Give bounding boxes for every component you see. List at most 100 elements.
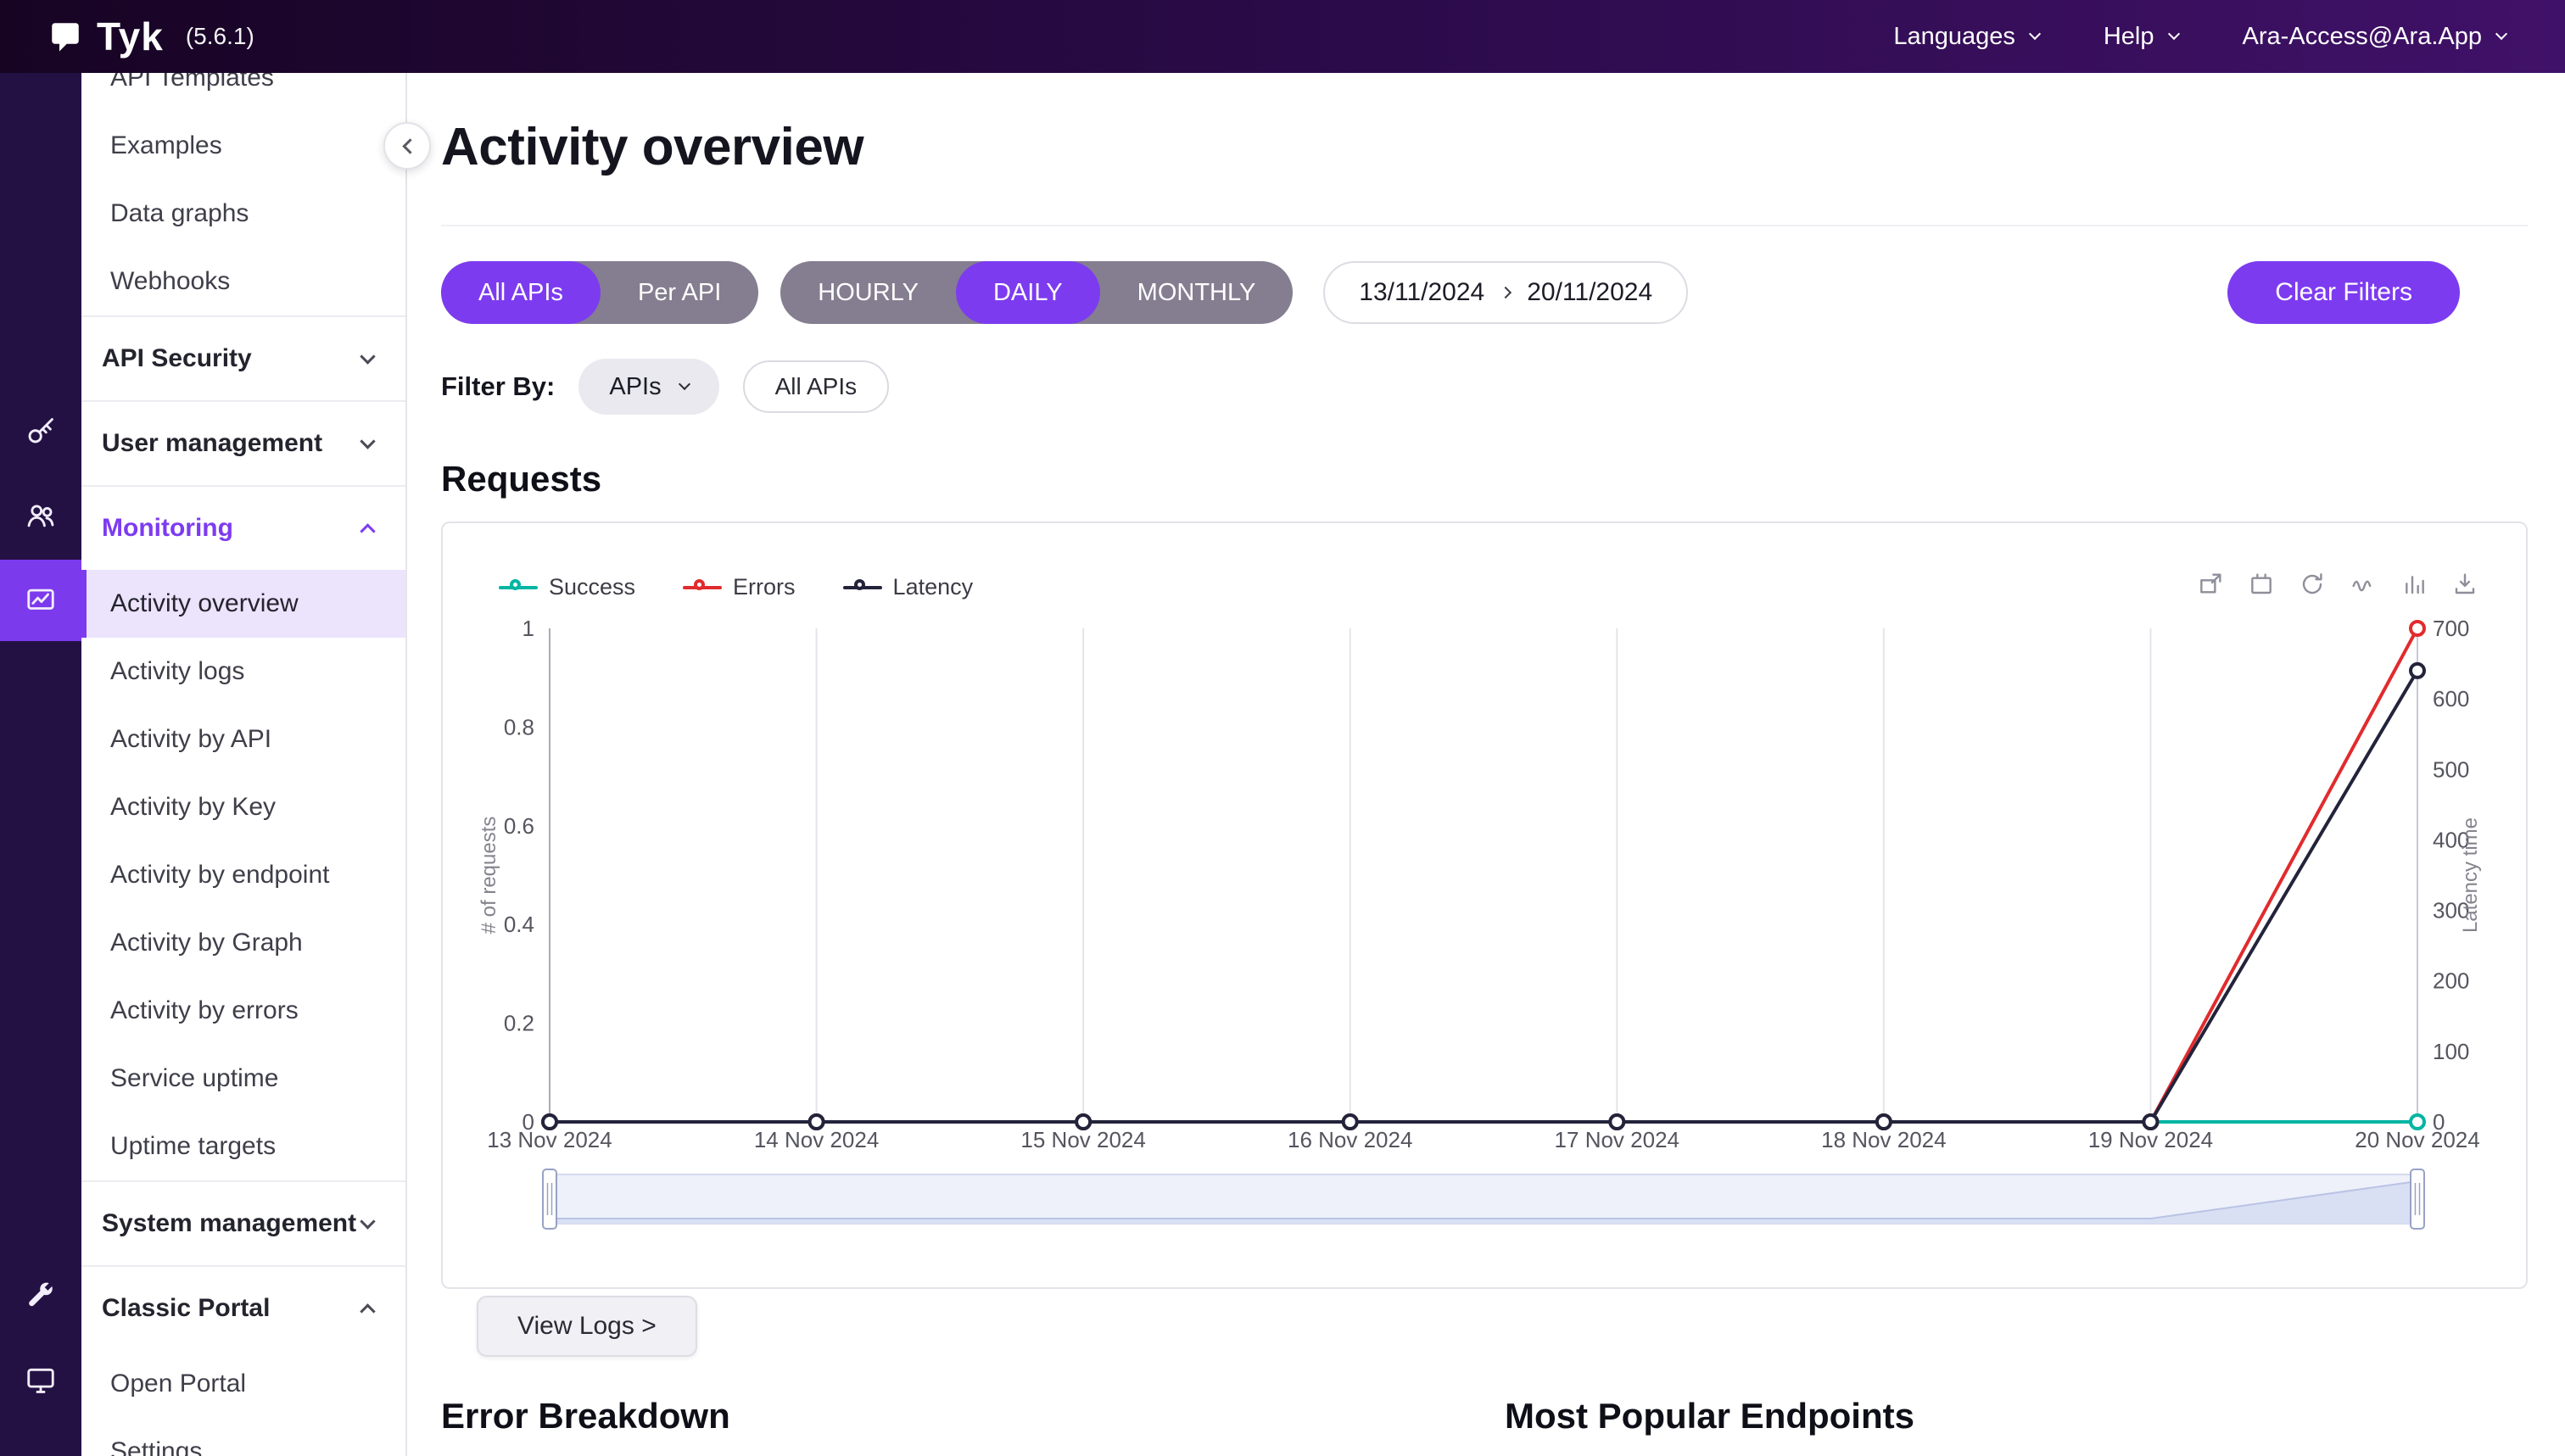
activity-chart-icon — [27, 589, 54, 610]
sidebar-item-webhooks[interactable]: Webhooks — [110, 267, 231, 295]
sidebar-item-activity-logs[interactable]: Activity logs — [110, 657, 245, 685]
key-icon — [28, 418, 53, 443]
sidebar-item-open-portal[interactable]: Open Portal — [110, 1370, 247, 1397]
svg-text:300: 300 — [2433, 898, 2469, 923]
toggle-monthly[interactable]: MONTHLY — [1137, 278, 1256, 306]
sidebar-section-user-management[interactable]: User management — [81, 400, 405, 485]
filter-value-chip[interactable]: All APIs — [742, 360, 890, 413]
sidebar-section-system-management[interactable]: System management — [81, 1180, 405, 1265]
toggle-per-api[interactable]: Per API — [637, 278, 722, 306]
chart-legend: Success Errors Latency — [499, 574, 973, 600]
title-divider — [441, 225, 2528, 226]
toolbox-download-icon[interactable] — [2451, 571, 2478, 598]
api-mode-toggle: All APIs Per API — [441, 261, 759, 324]
datazoom-track[interactable] — [549, 1174, 2418, 1224]
main-content: Activity overview All APIs Per API HOURLY… — [407, 73, 2565, 1456]
chevron-up-icon — [360, 522, 376, 539]
clear-filters-button[interactable]: Clear Filters — [2227, 261, 2460, 324]
sidebar-item-activity-by-api[interactable]: Activity by API — [110, 725, 272, 753]
sidebar-item-service-uptime[interactable]: Service uptime — [110, 1064, 279, 1092]
svg-text:14 Nov 2024: 14 Nov 2024 — [754, 1127, 879, 1152]
svg-text:700: 700 — [2433, 616, 2469, 641]
legend-label: Success — [549, 574, 636, 600]
toggle-all-apis[interactable]: All APIs — [441, 261, 601, 324]
chevron-down-icon — [678, 377, 690, 391]
languages-label: Languages — [1893, 22, 2015, 50]
svg-text:20 Nov 2024: 20 Nov 2024 — [2355, 1127, 2479, 1152]
icon-rail — [0, 73, 81, 1456]
svg-text:17 Nov 2024: 17 Nov 2024 — [1555, 1127, 1679, 1152]
sidebar-item-data-graphs[interactable]: Data graphs — [110, 199, 249, 227]
users-icon — [27, 505, 54, 527]
toolbox-restore-icon[interactable] — [2299, 571, 2326, 598]
svg-text:13 Nov 2024: 13 Nov 2024 — [487, 1127, 612, 1152]
datazoom-handle[interactable] — [542, 1169, 557, 1230]
datazoom-handle[interactable] — [2410, 1169, 2425, 1230]
sidebar-section-monitoring[interactable]: Monitoring — [81, 485, 405, 570]
chevron-down-icon — [2167, 27, 2180, 41]
languages-menu[interactable]: Languages — [1893, 22, 2041, 51]
filter-type-dropdown[interactable]: APIs — [578, 359, 719, 415]
sidebar-item-activity-overview[interactable]: Activity overview — [81, 570, 405, 638]
chevron-right-icon — [1500, 286, 1512, 299]
svg-text:500: 500 — [2433, 756, 2469, 782]
svg-text:# of requests: # of requests — [478, 817, 500, 934]
chevron-down-icon — [360, 348, 376, 365]
svg-text:0.2: 0.2 — [504, 1011, 534, 1036]
svg-text:100: 100 — [2433, 1039, 2469, 1064]
toggle-hourly[interactable]: HOURLY — [818, 278, 919, 306]
account-menu[interactable]: Ara-Access@Ara.App — [2243, 23, 2508, 51]
svg-text:16 Nov 2024: 16 Nov 2024 — [1288, 1127, 1412, 1152]
sidebar-item-activity-by-key[interactable]: Activity by Key — [110, 793, 277, 821]
sidebar-section-label: User management — [102, 429, 323, 457]
sidebar-item-api-templates[interactable]: API Templates — [110, 73, 274, 92]
help-menu[interactable]: Help — [2104, 23, 2180, 51]
rail-item-monitoring[interactable] — [0, 560, 81, 641]
legend-label: Errors — [733, 574, 796, 600]
filter-by-label: Filter By: — [441, 371, 556, 401]
page-title: Activity overview — [441, 118, 864, 176]
rail-item-classic-portal[interactable] — [0, 1340, 81, 1421]
wrench-icon — [29, 1282, 53, 1307]
view-logs-button[interactable]: View Logs > — [477, 1296, 697, 1357]
sidebar-item-activity-by-graph[interactable]: Activity by Graph — [110, 929, 303, 957]
sidebar-section-api-security[interactable]: API Security — [81, 315, 405, 400]
sidebar-collapse-button[interactable] — [383, 122, 431, 170]
toolbox-zoom-reset-icon[interactable] — [2248, 571, 2275, 598]
sidebar-section-label: Monitoring — [102, 514, 233, 542]
sidebar: API Templates Examples Data graphs Webhooks… — [81, 73, 407, 1456]
svg-text:400: 400 — [2433, 827, 2469, 852]
sidebar-section-label: API Security — [102, 344, 252, 372]
sidebar-item-uptime-targets[interactable]: Uptime targets — [110, 1132, 277, 1160]
chevron-left-icon — [401, 137, 418, 154]
rail-item-api-security[interactable] — [0, 390, 81, 471]
sidebar-item-examples[interactable]: Examples — [110, 131, 222, 159]
requests-chart[interactable]: 0 0.2 0.4 0.6 0.8 1 0 100 200 300 400 500 600 700 # of… — [443, 523, 2526, 1287]
svg-text:Latency time: Latency time — [2459, 817, 2482, 933]
sidebar-item-activity-by-endpoint[interactable]: Activity by endpoint — [110, 861, 330, 889]
sidebar-section-label: Classic Portal — [102, 1294, 271, 1322]
brand-version: (5.6.1) — [185, 23, 254, 49]
legend-item-latency[interactable]: Latency — [842, 574, 973, 600]
date-range-picker[interactable]: 13/11/2024 20/11/2024 — [1323, 261, 1689, 324]
toolbox-zoom-select-icon[interactable] — [2197, 571, 2224, 598]
rail-item-system-management[interactable] — [0, 1255, 81, 1336]
svg-text:600: 600 — [2433, 686, 2469, 711]
chevron-down-icon — [360, 1213, 376, 1230]
brand-name: Tyk — [97, 14, 164, 59]
zoom-reset-icon — [2251, 573, 2272, 594]
rail-item-user-management[interactable] — [0, 475, 81, 556]
toolbox-bar-chart-icon[interactable] — [2400, 571, 2428, 598]
svg-text:15 Nov 2024: 15 Nov 2024 — [1020, 1127, 1145, 1152]
toggle-daily[interactable]: DAILY — [955, 261, 1100, 324]
tyk-logo[interactable]: Tyk (5.6.1) — [48, 14, 254, 59]
legend-marker — [683, 578, 723, 597]
toolbox-line-chart-icon[interactable] — [2350, 571, 2377, 598]
sidebar-item-activity-by-errors[interactable]: Activity by errors — [110, 996, 299, 1024]
sidebar-item-settings[interactable]: Settings — [110, 1437, 203, 1456]
sidebar-section-classic-portal[interactable]: Classic Portal — [81, 1265, 405, 1350]
granularity-toggle: HOURLY DAILY MONTHLY — [780, 261, 1294, 324]
legend-item-errors[interactable]: Errors — [683, 574, 796, 600]
legend-item-success[interactable]: Success — [499, 574, 635, 600]
